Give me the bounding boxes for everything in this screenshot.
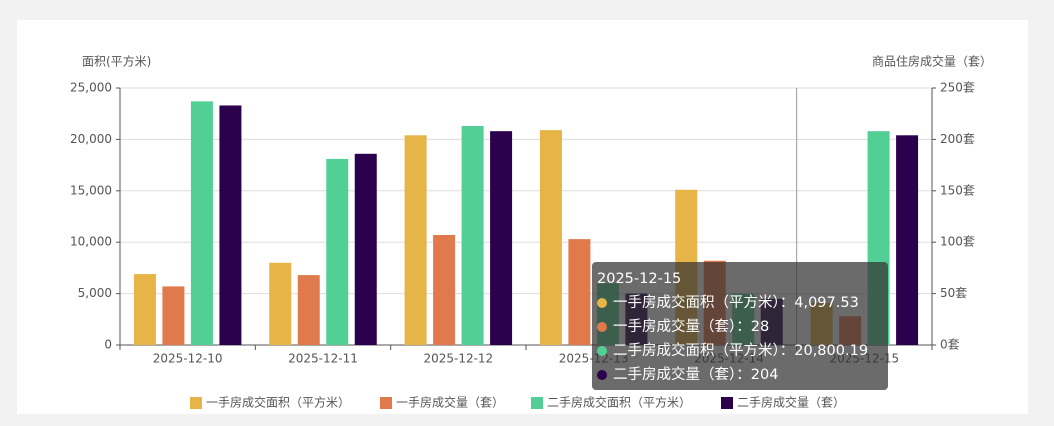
bar bbox=[404, 135, 427, 345]
y-tick-label: 5,000 bbox=[78, 286, 112, 300]
tooltip-text: ： bbox=[736, 367, 751, 383]
tooltip-text: 一手房成交面积（平方米） bbox=[613, 293, 780, 311]
bar bbox=[461, 126, 484, 345]
tooltip-title: 2025-12-15 bbox=[597, 271, 681, 287]
legend-label: 二手房成交面积（平方米） bbox=[547, 395, 691, 410]
tooltip-item: 一手房成交量（套）：28 bbox=[613, 317, 769, 335]
y2-tick-label: 100套 bbox=[940, 235, 975, 249]
x-tick-label: 2025-12-11 bbox=[288, 352, 358, 366]
y-tick-label: 10,000 bbox=[70, 235, 112, 249]
bar bbox=[896, 135, 919, 345]
x-tick-label: 2025-12-12 bbox=[423, 352, 493, 366]
tooltip-text: 28 bbox=[751, 319, 769, 335]
legend-swatch bbox=[380, 397, 392, 409]
y2-axis-label: 商品住房成交量（套） bbox=[872, 54, 992, 69]
legend-label: 一手房成交量（套） bbox=[396, 395, 504, 410]
tooltip-dot bbox=[597, 322, 607, 332]
y2-tick-label: 50套 bbox=[940, 286, 967, 300]
bar bbox=[354, 153, 377, 345]
legend-swatch bbox=[531, 397, 543, 409]
tooltip-item: 一手房成交面积（平方米）：4,097.53 bbox=[613, 293, 859, 311]
tooltip-dot bbox=[597, 346, 607, 356]
tooltip-text: ： bbox=[736, 319, 751, 335]
y-tick-label: 20,000 bbox=[70, 132, 112, 146]
bar bbox=[568, 239, 591, 345]
y2-tick-label: 200套 bbox=[940, 132, 975, 146]
bar bbox=[219, 105, 242, 345]
bar bbox=[297, 275, 320, 345]
y2-tick-label: 0套 bbox=[940, 338, 960, 352]
tooltip-dot bbox=[597, 370, 607, 380]
legend-label: 二手房成交量（套） bbox=[737, 395, 845, 410]
tooltip-text: 204 bbox=[751, 367, 779, 383]
tooltip-text: 20,800.19 bbox=[794, 343, 868, 359]
x-tick-label: 2025-12-10 bbox=[153, 352, 223, 366]
tooltip-text: 4,097.53 bbox=[794, 295, 859, 311]
tooltip-dot bbox=[597, 298, 607, 308]
bar bbox=[133, 274, 156, 345]
bar bbox=[269, 262, 292, 345]
tooltip-text: ： bbox=[780, 343, 795, 359]
y2-tick-label: 250套 bbox=[940, 81, 975, 95]
y2-tick-label: 150套 bbox=[940, 183, 975, 197]
tooltip-item: 二手房成交面积（平方米）：20,800.19 bbox=[613, 341, 868, 359]
tooltip-box bbox=[592, 262, 888, 390]
tooltip-item: 二手房成交量（套）：204 bbox=[613, 365, 778, 383]
bar bbox=[490, 131, 513, 345]
bar bbox=[190, 101, 213, 345]
bar bbox=[433, 235, 456, 345]
y-tick-label: 0 bbox=[104, 338, 112, 352]
tooltip-text: 二手房成交量（套） bbox=[613, 365, 736, 383]
tooltip-text: 一手房成交量（套） bbox=[613, 317, 736, 335]
y-tick-label: 25,000 bbox=[70, 81, 112, 95]
legend-label: 一手房成交面积（平方米） bbox=[206, 395, 350, 410]
bar bbox=[326, 158, 349, 345]
legend-swatch bbox=[190, 397, 202, 409]
bar bbox=[539, 130, 562, 345]
bar bbox=[162, 286, 185, 345]
tooltip: 2025-12-15一手房成交面积（平方米）：4,097.53一手房成交量（套）… bbox=[592, 262, 888, 390]
y-tick-label: 15,000 bbox=[70, 183, 112, 197]
tooltip-text: 二手房成交面积（平方米） bbox=[613, 341, 780, 359]
legend-swatch bbox=[721, 397, 733, 409]
y-axis-label: 面积(平方米) bbox=[82, 54, 151, 69]
tooltip-text: ： bbox=[780, 295, 795, 311]
